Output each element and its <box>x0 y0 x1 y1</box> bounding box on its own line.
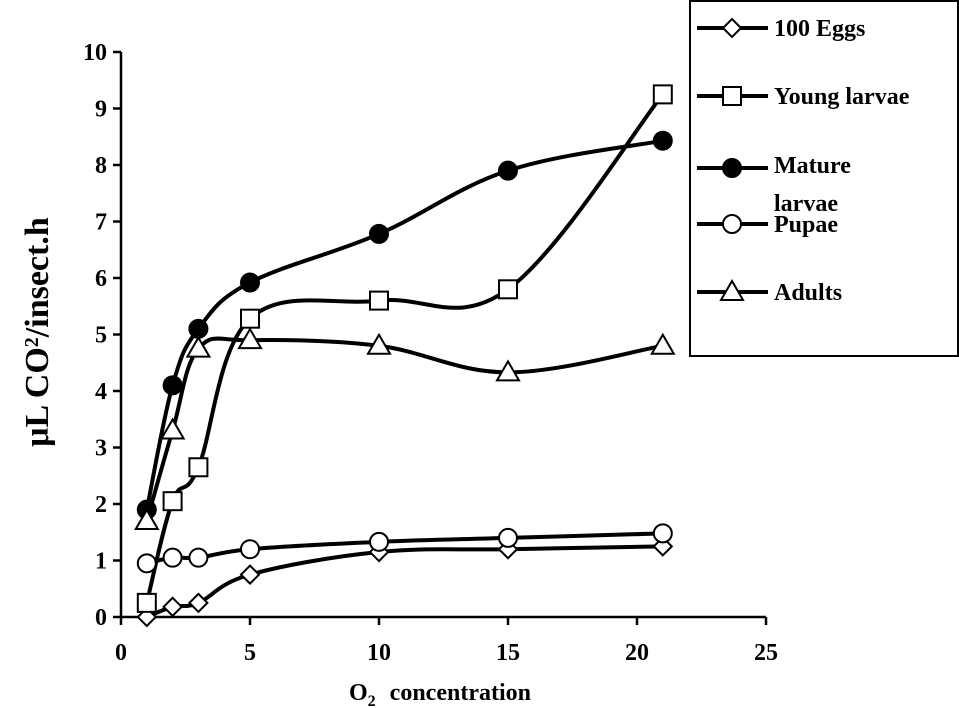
series-line-0 <box>146 544 663 619</box>
data-point-0-3 <box>239 564 261 586</box>
data-point-1-6 <box>652 84 673 105</box>
data-point-3-0 <box>136 553 157 574</box>
data-point-2-6 <box>652 130 673 151</box>
legend-label-3: larvae <box>774 191 838 217</box>
series-line-2 <box>144 138 664 511</box>
data-point-2-1 <box>162 375 183 396</box>
data-point-0-1 <box>162 596 184 618</box>
y-tick-label: 7 <box>95 210 107 236</box>
data-point-4-6 <box>650 332 676 355</box>
y-tick-label: 9 <box>95 97 107 123</box>
y-tick-label: 3 <box>95 436 107 462</box>
data-point-1-4 <box>369 290 389 311</box>
y-tick-label: 5 <box>95 323 107 349</box>
legend-marker-2 <box>722 158 742 178</box>
data-point-4-5 <box>495 359 521 382</box>
data-point-3-3 <box>240 539 260 560</box>
x-tick-label: 20 <box>625 640 649 666</box>
series-markers <box>134 84 676 628</box>
data-point-2-2 <box>188 318 209 339</box>
data-point-4-0 <box>134 507 160 530</box>
y-axis-label: μL CO2/insect.h <box>19 217 56 447</box>
y-tick-label: 8 <box>95 153 107 179</box>
data-point-3-1 <box>162 547 183 568</box>
data-point-3-5 <box>498 527 518 548</box>
data-point-3-2 <box>188 547 209 568</box>
data-point-4-2 <box>185 335 212 358</box>
x-tick-label: 5 <box>244 640 256 666</box>
legend-label-5: Adults <box>774 280 842 306</box>
data-point-0-2 <box>187 592 209 614</box>
data-point-4-4 <box>366 332 392 355</box>
data-point-1-2 <box>188 457 209 478</box>
legend-marker-0 <box>721 17 743 39</box>
data-point-3-4 <box>369 531 389 552</box>
legend-label-4: Pupae <box>774 212 838 238</box>
y-tick-label: 10 <box>83 40 107 66</box>
legend-marker-4 <box>719 279 745 301</box>
x-tick-label: 10 <box>367 640 391 666</box>
series-lines <box>144 93 665 619</box>
y-tick-label: 0 <box>95 605 107 631</box>
x-axis-label: O2 concentration <box>349 680 531 708</box>
y-tick-label: 4 <box>95 379 107 405</box>
legend-label-1: Young larvae <box>774 84 910 110</box>
y-ticks: 0 1 2 3 4 5 6 7 8 9 10 <box>83 40 121 631</box>
data-point-1-0 <box>136 592 157 613</box>
data-point-1-1 <box>162 491 183 512</box>
y-tick-label: 1 <box>95 549 107 575</box>
x-tick-label: 15 <box>496 640 520 666</box>
legend-label-2: Mature <box>774 153 851 179</box>
x-tick-label: 0 <box>115 640 127 666</box>
legend-marker-3 <box>722 214 742 234</box>
x-tick-label: 25 <box>754 640 778 666</box>
y-tick-label: 6 <box>95 266 107 292</box>
data-point-4-1 <box>159 417 186 440</box>
x-ticks: 0 5 10 15 20 25 <box>115 617 778 666</box>
y-tick-label: 2 <box>95 492 107 518</box>
data-point-4-3 <box>237 327 263 350</box>
series-line-1 <box>144 93 665 604</box>
data-point-2-5 <box>498 160 518 181</box>
legend-marker-1 <box>722 86 742 106</box>
data-point-2-4 <box>369 223 389 244</box>
legend-label-0: 100 Eggs <box>774 16 865 42</box>
data-point-1-3 <box>240 308 260 329</box>
data-point-1-5 <box>498 279 518 300</box>
data-point-3-6 <box>652 523 673 544</box>
data-point-2-3 <box>240 272 260 293</box>
